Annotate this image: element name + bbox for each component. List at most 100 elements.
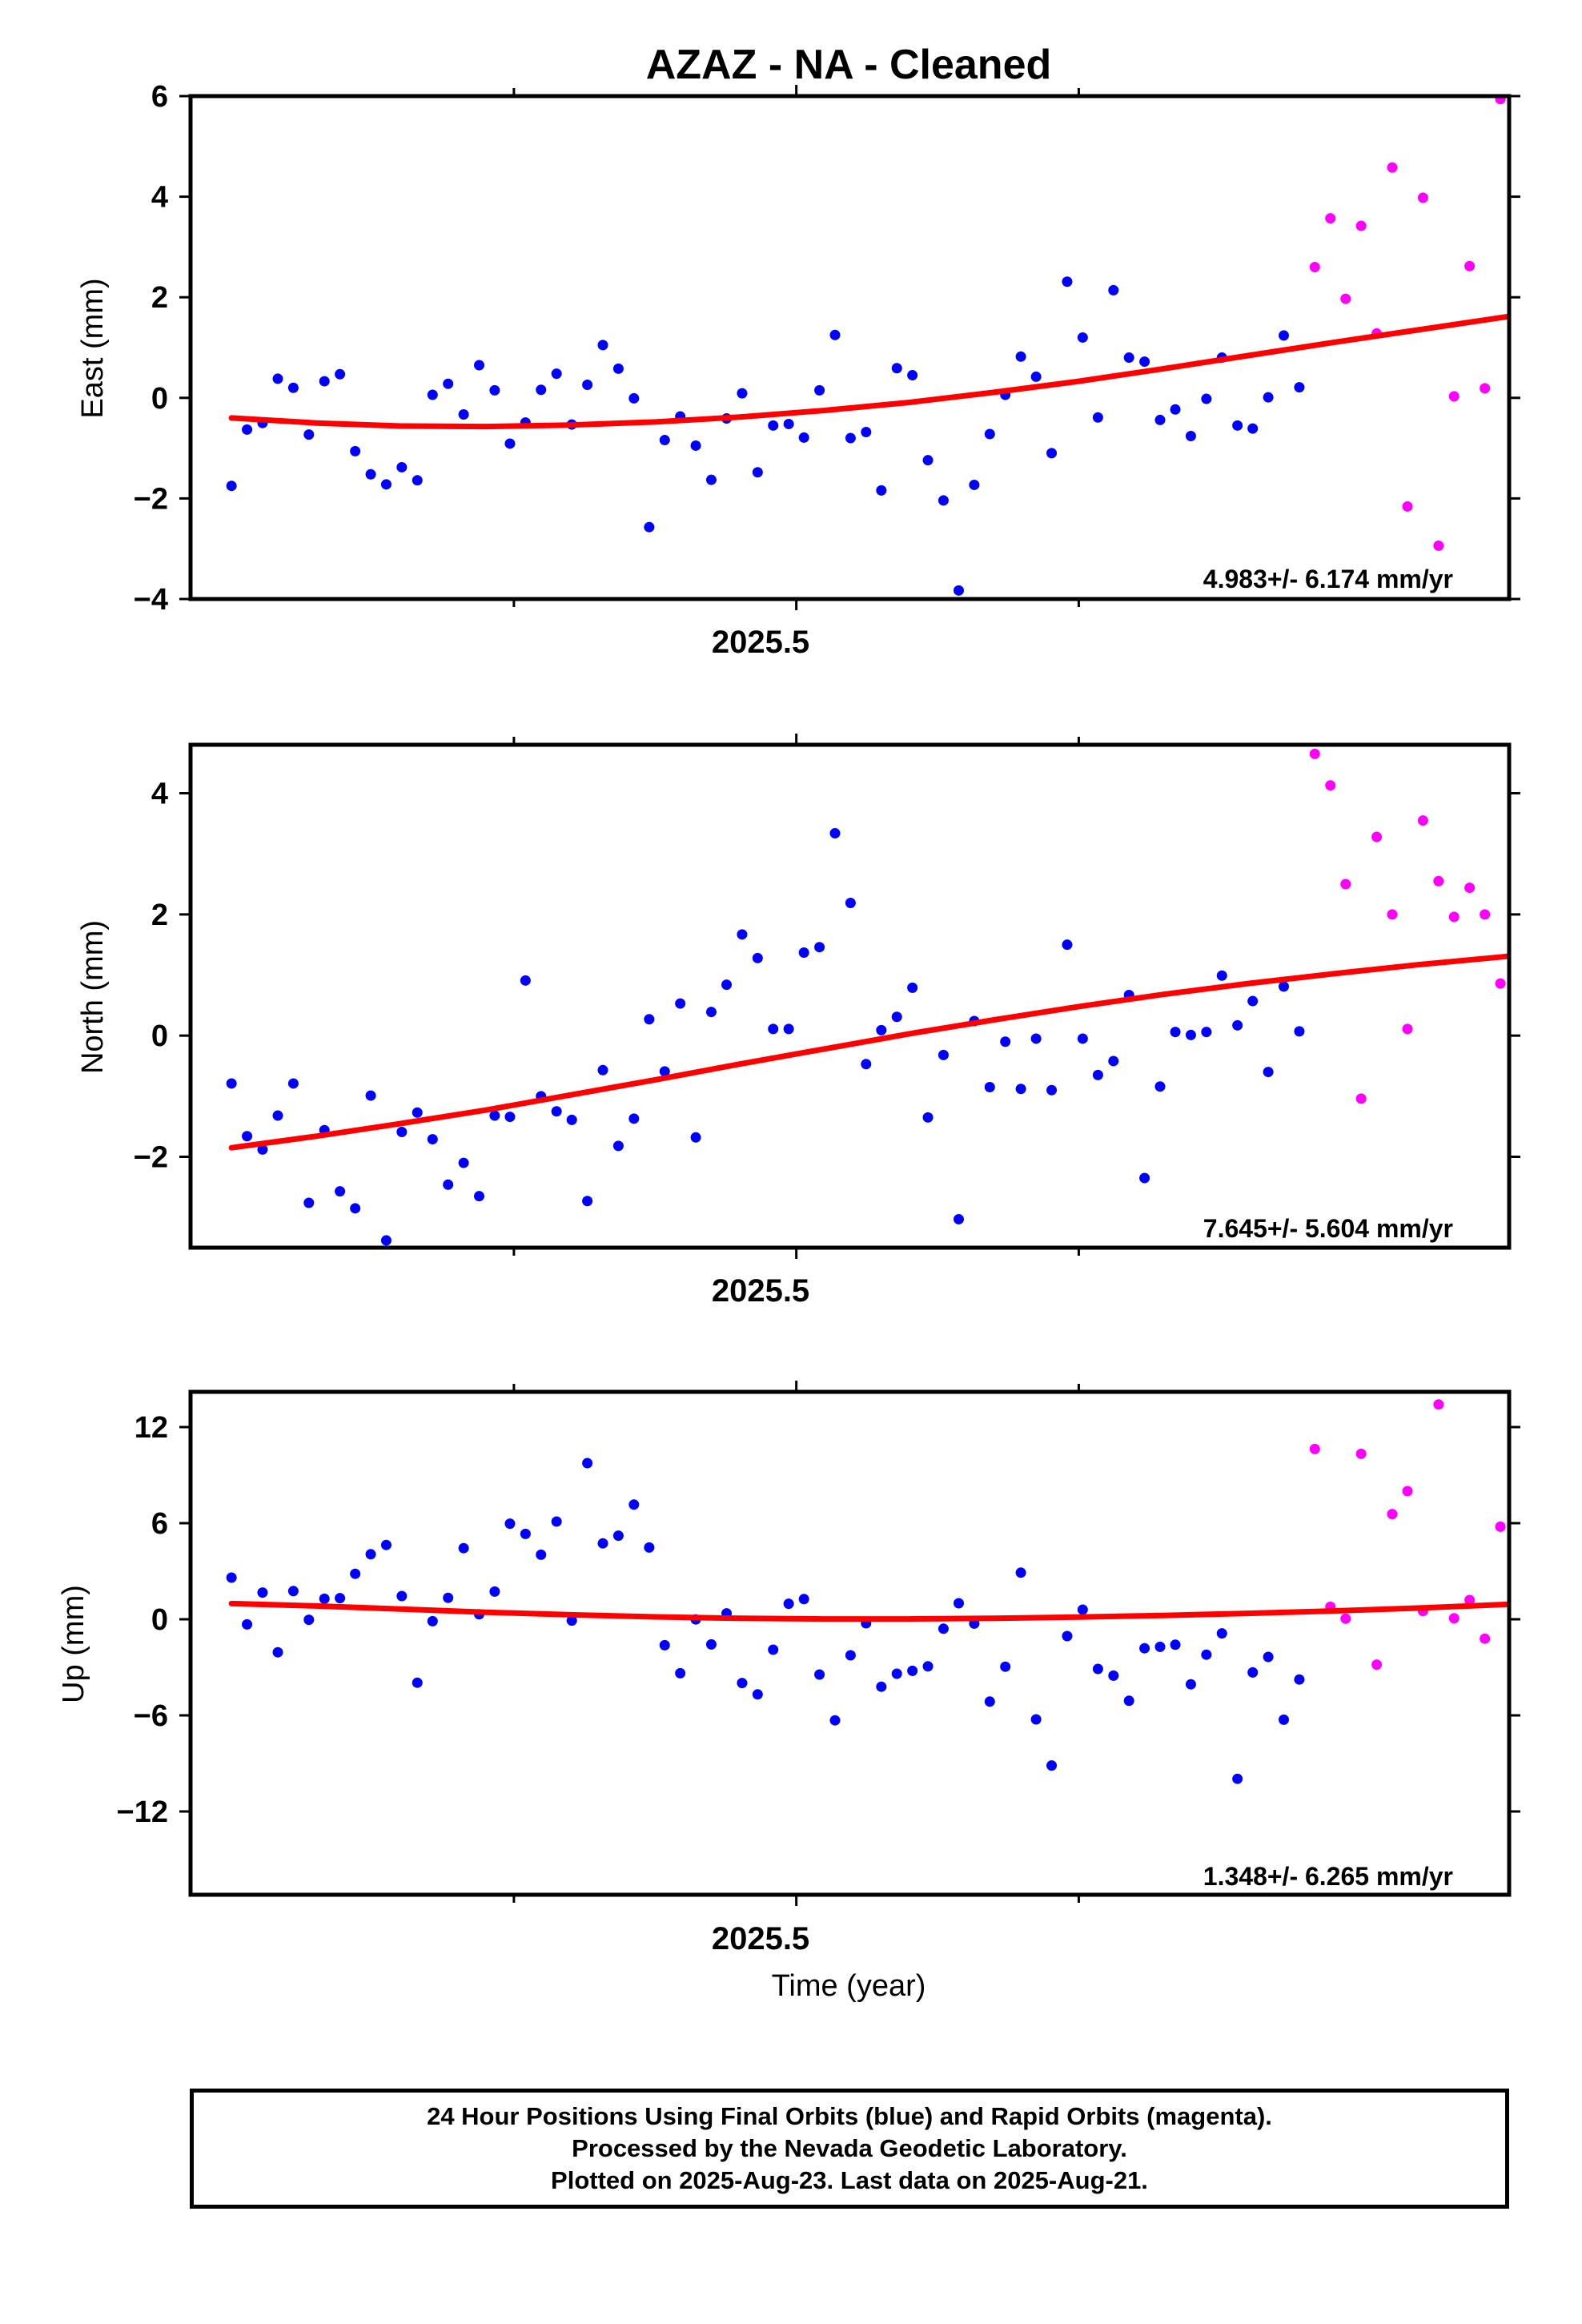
- up-final-point: [953, 1598, 964, 1609]
- up-final-point: [1201, 1649, 1212, 1660]
- up-final-point: [303, 1614, 315, 1626]
- east-rapid-point: [1572, 186, 1582, 196]
- up-final-point: [365, 1549, 376, 1560]
- north-final-point: [582, 1196, 593, 1207]
- north-final-point: [1170, 1027, 1181, 1038]
- north-final-point: [690, 1132, 701, 1143]
- east-final-point: [1154, 414, 1166, 425]
- north-final-point: [984, 1081, 995, 1092]
- up-rapid-point: [1387, 1509, 1398, 1520]
- north-final-point: [814, 942, 825, 953]
- east-final-point: [891, 363, 902, 374]
- east-final-point: [737, 388, 748, 399]
- east-final-point: [659, 435, 670, 446]
- up-final-point: [551, 1516, 562, 1527]
- up-final-point: [1232, 1773, 1243, 1784]
- east-rapid-point: [1464, 260, 1476, 271]
- north-xtick-label: 2025.5: [712, 1273, 809, 1309]
- north-final-point: [783, 1023, 794, 1035]
- east-final-point: [272, 373, 283, 384]
- footer-line-1: 24 Hour Positions Using Final Orbits (bl…: [427, 2102, 1272, 2130]
- up-final-point: [1030, 1714, 1042, 1725]
- north-final-point: [1046, 1084, 1058, 1096]
- east-final-point: [303, 429, 315, 440]
- up-final-point: [1000, 1661, 1011, 1672]
- east-final-point: [582, 379, 593, 390]
- east-final-point: [319, 376, 330, 387]
- north-final-point: [396, 1126, 408, 1137]
- north-final-point: [443, 1179, 454, 1190]
- up-final-point: [242, 1618, 253, 1630]
- east-final-point: [1279, 330, 1290, 341]
- north-rapid-point: [1557, 922, 1568, 932]
- up-rapid-point: [1557, 1484, 1568, 1494]
- up-final-point: [319, 1593, 330, 1604]
- east-rapid-point: [1480, 383, 1491, 394]
- east-ytick-label: −2: [134, 482, 168, 516]
- east-final-point: [427, 389, 438, 400]
- up-final-point: [659, 1639, 670, 1651]
- up-final-point: [891, 1668, 902, 1679]
- up-final-point: [427, 1615, 438, 1626]
- east-final-point: [536, 384, 547, 396]
- up-final-point: [1247, 1667, 1259, 1678]
- north-rapid-point: [1387, 909, 1398, 920]
- up-rapid-point: [1511, 1885, 1521, 1896]
- east-fit-line: [228, 313, 1509, 430]
- up-ytick-label: 0: [151, 1603, 168, 1637]
- up-final-point: [737, 1678, 748, 1689]
- east-final-point: [474, 360, 485, 371]
- north-final-point: [1263, 1067, 1274, 1078]
- east-final-point: [628, 392, 640, 404]
- north-final-point: [737, 929, 748, 940]
- east-final-point: [783, 418, 794, 429]
- up-final-point: [612, 1530, 624, 1542]
- north-final-point: [1232, 1019, 1243, 1031]
- east-final-point: [1139, 356, 1150, 368]
- up-rapid-point: [1355, 1448, 1367, 1459]
- east-final-point: [335, 368, 346, 380]
- east-ytick-label: 2: [151, 281, 168, 315]
- east-rapid-point: [1387, 162, 1398, 173]
- up-final-point: [1279, 1714, 1290, 1725]
- east-rapid-point: [1402, 501, 1413, 512]
- north-final-point: [380, 1235, 391, 1246]
- north-ytick-label: 0: [151, 1019, 168, 1053]
- east-final-point: [1015, 351, 1026, 362]
- east-ytick-label: −4: [134, 583, 168, 617]
- north-final-point: [335, 1186, 346, 1197]
- north-final-point: [1247, 995, 1259, 1007]
- up-final-point: [412, 1677, 423, 1688]
- east-final-point: [1201, 393, 1212, 404]
- east-panel: East (mm) 2025.5 4.983+/- 6.174 mm/yr −4…: [76, 80, 1582, 660]
- up-final-point: [582, 1458, 593, 1469]
- up-final-point: [938, 1623, 949, 1634]
- north-rate-label: 7.645+/- 5.604 mm/yr: [1203, 1214, 1453, 1243]
- north-fit-line: [228, 953, 1509, 1151]
- up-final-point: [257, 1587, 268, 1598]
- east-final-point: [396, 461, 408, 472]
- east-final-point: [1108, 284, 1119, 296]
- up-final-point: [829, 1715, 841, 1726]
- north-final-point: [427, 1134, 438, 1145]
- east-final-point: [1092, 412, 1103, 423]
- north-final-point: [644, 1014, 655, 1025]
- up-final-point: [984, 1696, 995, 1707]
- north-ytick-label: 2: [151, 899, 168, 932]
- up-final-point: [1294, 1674, 1305, 1685]
- up-fit-line: [228, 1600, 1509, 1622]
- up-rapid-point: [1495, 1521, 1506, 1532]
- north-plot-frame: [188, 742, 1512, 1250]
- north-final-point: [845, 897, 856, 908]
- up-final-point: [675, 1667, 686, 1679]
- east-final-point: [1232, 420, 1243, 431]
- up-final-point: [287, 1586, 299, 1597]
- up-final-point: [1077, 1604, 1088, 1615]
- up-final-point: [458, 1542, 469, 1554]
- north-ytick-label: −2: [134, 1141, 168, 1175]
- east-final-point: [1077, 332, 1088, 343]
- north-panel: North (mm) 2025.5 7.645+/- 5.604 mm/yr −…: [76, 734, 1568, 1309]
- north-final-point: [365, 1090, 376, 1101]
- east-final-point: [1247, 423, 1259, 434]
- up-ytick-label: −12: [117, 1795, 168, 1829]
